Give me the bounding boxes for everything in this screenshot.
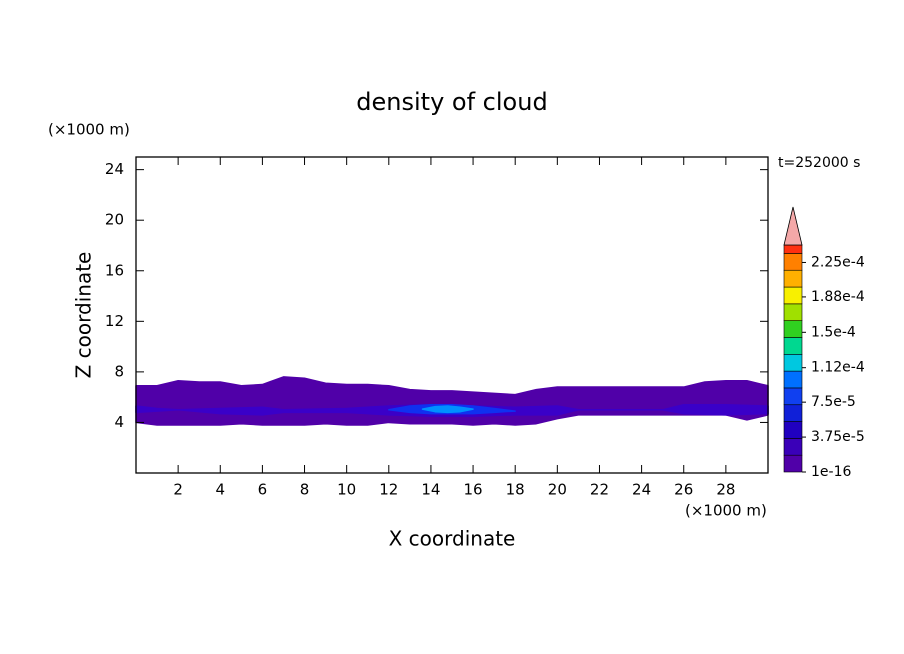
contour-region <box>421 405 474 414</box>
contour-region <box>135 376 769 426</box>
plot-frame <box>135 156 769 474</box>
y-tick-label: 4 <box>114 413 124 431</box>
x-tick-label: 8 <box>300 481 310 499</box>
x-axis-label: X coordinate <box>389 527 516 551</box>
colorbar-tick-label: 1.88e-4 <box>811 289 865 305</box>
x-unit: (×1000 m) <box>685 502 767 520</box>
x-tick-label: 4 <box>215 481 225 499</box>
colorbar-band <box>783 454 803 473</box>
y-unit: (×1000 m) <box>48 121 130 139</box>
x-tick-label: 6 <box>258 481 268 499</box>
chart-title: density of cloud <box>356 88 547 116</box>
y-tick-label: 20 <box>105 211 124 229</box>
x-tick-label: 14 <box>421 481 440 499</box>
x-tick-label: 18 <box>506 481 525 499</box>
x-tick-label: 16 <box>464 481 483 499</box>
colorbar-band <box>783 438 803 456</box>
colorbar-band <box>783 320 803 338</box>
y-axis-label: Z coordinate <box>72 252 96 379</box>
colorbar-tick-label: 2.25e-4 <box>811 254 865 270</box>
x-tick-label: 24 <box>632 481 651 499</box>
colorbar-band <box>783 244 803 254</box>
x-tick-label: 2 <box>173 481 183 499</box>
colorbar-tick-label: 1.12e-4 <box>811 360 865 376</box>
colorbar-band <box>783 421 803 439</box>
colorbar-band <box>783 353 803 372</box>
colorbar-band <box>783 303 803 321</box>
y-tick-label: 24 <box>105 160 124 178</box>
x-tick-label: 10 <box>337 481 356 499</box>
x-tick-label: 12 <box>379 481 398 499</box>
colorbar-band <box>783 253 803 271</box>
time-annotation: t=252000 s <box>778 155 860 171</box>
x-tick-label: 20 <box>548 481 567 499</box>
colorbar-band <box>783 404 803 422</box>
y-tick-label: 12 <box>105 312 124 330</box>
colorbar-extension <box>783 206 803 246</box>
colorbar-tick-label: 1e-16 <box>811 464 851 480</box>
x-tick-label: 26 <box>674 481 693 499</box>
y-tick-label: 16 <box>105 261 124 279</box>
x-tick-label: 28 <box>716 481 735 499</box>
colorbar-band <box>783 337 803 355</box>
x-tick-label: 22 <box>590 481 609 499</box>
colorbar-tick-label: 7.5e-5 <box>811 394 856 410</box>
y-tick-label: 8 <box>114 362 124 380</box>
colorbar-band <box>783 387 803 406</box>
colorbar-band <box>783 370 803 389</box>
colorbar-band <box>783 286 803 305</box>
colorbar-band <box>783 269 803 288</box>
colorbar-tick-label: 3.75e-5 <box>811 429 865 445</box>
colorbar-tick-label: 1.5e-4 <box>811 324 856 340</box>
